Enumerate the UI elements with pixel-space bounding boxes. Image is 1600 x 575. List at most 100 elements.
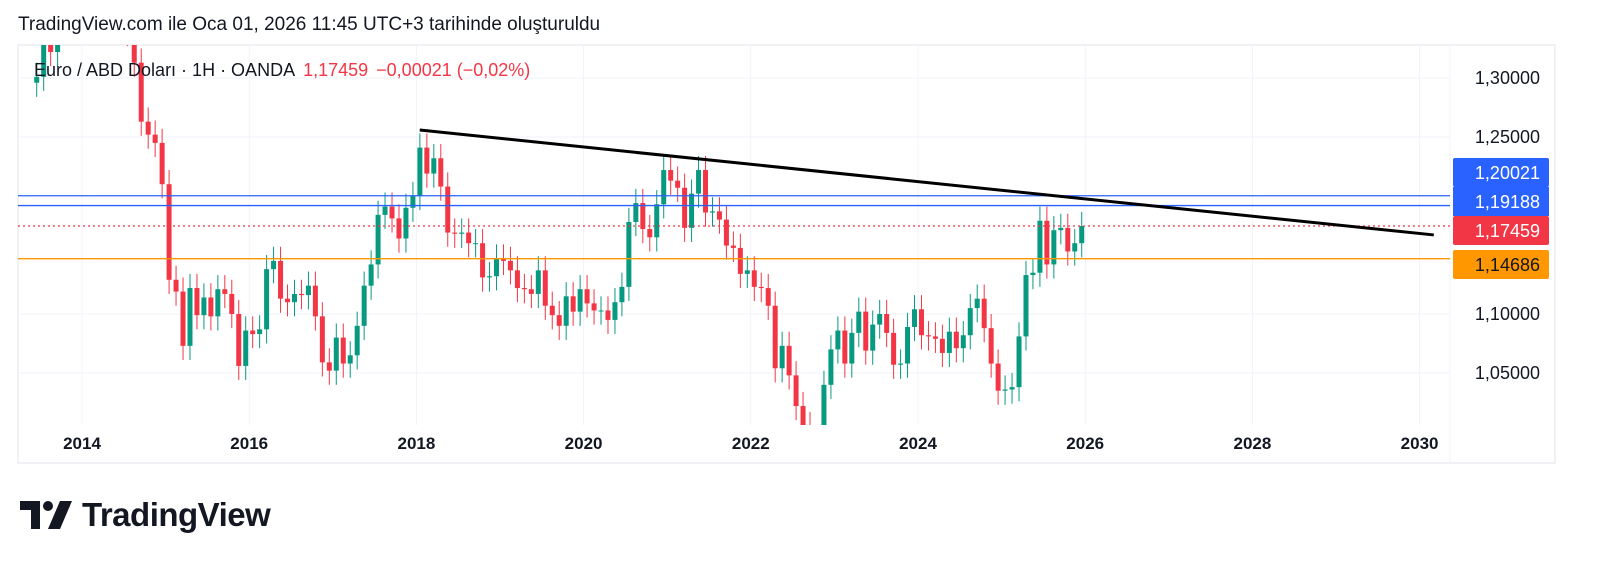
chart-legend: Euro / ABD Doları · 1H · OANDA 1,17459 −0,… bbox=[34, 60, 530, 81]
candle-body bbox=[828, 349, 834, 385]
candle-body bbox=[166, 184, 172, 280]
candle-body bbox=[201, 297, 207, 316]
candle-body bbox=[751, 270, 757, 287]
candle-body bbox=[333, 337, 339, 371]
candle-body bbox=[396, 218, 402, 239]
candle-body bbox=[967, 308, 973, 336]
candle-body bbox=[918, 309, 924, 336]
price-change: −0,00021 (−0,02%) bbox=[376, 60, 531, 80]
candle-body bbox=[814, 446, 819, 455]
candle-body bbox=[570, 296, 576, 312]
candle-body bbox=[83, 0, 88, 20]
candle-body bbox=[459, 232, 465, 234]
candle-body bbox=[431, 158, 437, 174]
candle-body bbox=[466, 232, 472, 244]
price-label-box bbox=[1453, 158, 1549, 187]
candle-body bbox=[1044, 220, 1050, 265]
candle-body bbox=[835, 330, 841, 350]
candle-body bbox=[90, 0, 95, 20]
candle-body bbox=[382, 206, 388, 215]
x-tick-label: 2018 bbox=[397, 434, 435, 453]
candle-body bbox=[932, 336, 938, 339]
candle-body bbox=[48, 45, 54, 53]
candle-body bbox=[640, 203, 646, 230]
x-tick-label: 2026 bbox=[1066, 434, 1104, 453]
candle-body bbox=[173, 279, 179, 292]
candle-body bbox=[62, 10, 67, 17]
x-tick-label: 2016 bbox=[230, 434, 268, 453]
candle-body bbox=[891, 332, 897, 365]
candle-body bbox=[556, 315, 562, 326]
candle-body bbox=[41, 45, 47, 77]
candle-body bbox=[633, 203, 639, 222]
price-label: 1,17459 bbox=[1475, 221, 1540, 241]
candle-body bbox=[375, 214, 381, 265]
x-tick-label: 2030 bbox=[1401, 434, 1439, 453]
candle-body bbox=[180, 291, 186, 346]
candle-body bbox=[591, 303, 597, 311]
candle-body bbox=[278, 260, 284, 299]
candle-body bbox=[689, 193, 695, 228]
candle-body bbox=[703, 170, 709, 213]
candle-body bbox=[236, 314, 242, 366]
candle-body bbox=[821, 384, 827, 425]
logo-text: TradingView bbox=[82, 496, 271, 533]
candle-body bbox=[696, 170, 702, 194]
candle-body bbox=[1030, 272, 1036, 276]
candle-body bbox=[946, 331, 952, 353]
candle-body bbox=[953, 331, 959, 349]
tradingview-logo[interactable]: TradingView bbox=[20, 496, 271, 534]
candle-body bbox=[403, 207, 409, 239]
candle-body bbox=[389, 206, 395, 219]
candle-body bbox=[995, 363, 1001, 391]
candle-body bbox=[661, 170, 667, 205]
candle-body bbox=[159, 142, 165, 185]
candle-body bbox=[1002, 389, 1008, 391]
candle-body bbox=[808, 426, 813, 456]
candle-body bbox=[438, 158, 444, 187]
candle-body bbox=[925, 335, 931, 337]
last-price: 1,17459 bbox=[303, 60, 369, 80]
candle-body bbox=[654, 204, 660, 238]
candle-body bbox=[208, 297, 214, 317]
candle-body bbox=[905, 326, 911, 364]
y-tick-label: 1,25000 bbox=[1475, 127, 1540, 147]
candle-body bbox=[758, 286, 764, 289]
candle-body bbox=[605, 310, 611, 320]
candle-body bbox=[312, 285, 318, 317]
candle-body bbox=[988, 328, 994, 364]
price-label: 1,19188 bbox=[1475, 192, 1540, 212]
candle-body bbox=[187, 288, 193, 346]
candle-body bbox=[76, 0, 81, 8]
candle-body bbox=[779, 345, 785, 369]
candle-body bbox=[884, 314, 890, 333]
candle-body bbox=[417, 147, 423, 196]
candle-body bbox=[723, 219, 729, 246]
candle-body bbox=[535, 270, 541, 294]
candle-body bbox=[111, 0, 116, 4]
candle-body bbox=[981, 298, 987, 329]
price-label: 1,20021 bbox=[1475, 163, 1540, 183]
candle-body bbox=[577, 289, 583, 312]
candle-body bbox=[229, 293, 235, 314]
candle-body bbox=[361, 285, 367, 326]
x-tick-label: 2028 bbox=[1233, 434, 1271, 453]
candle-body bbox=[682, 187, 688, 228]
candle-body bbox=[514, 270, 520, 289]
candle-body bbox=[298, 293, 304, 296]
candle-body bbox=[222, 289, 228, 294]
symbol-name[interactable]: Euro / ABD Doları · 1H · OANDA bbox=[34, 60, 296, 80]
candle-body bbox=[285, 298, 291, 303]
candle-body bbox=[1051, 230, 1057, 265]
candle-body bbox=[410, 196, 416, 208]
candle-body bbox=[145, 121, 151, 135]
candle-body bbox=[877, 314, 883, 325]
candle-body bbox=[354, 325, 360, 356]
candle-body bbox=[668, 170, 674, 181]
candle-body bbox=[291, 293, 297, 303]
candle-body bbox=[326, 362, 332, 371]
candle-body bbox=[598, 310, 604, 312]
candle-body bbox=[521, 288, 527, 290]
candle-body bbox=[626, 221, 632, 287]
